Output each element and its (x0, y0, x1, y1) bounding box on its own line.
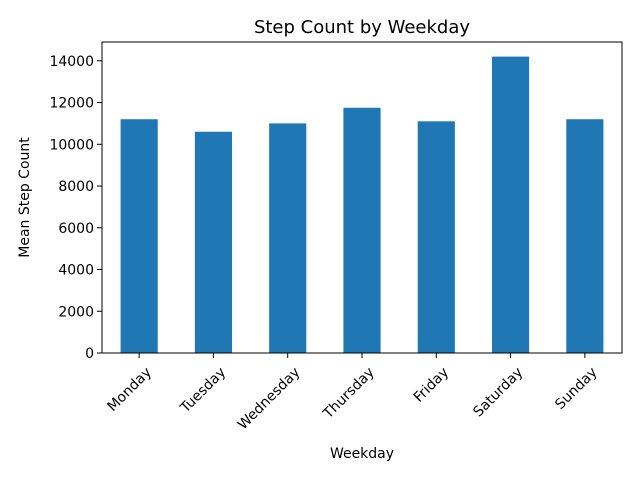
y-axis-label: Mean Step Count (17, 137, 33, 258)
x-tick-label-thursday: Thursday (320, 364, 378, 422)
bar-friday (417, 121, 455, 354)
y-tick-label-14000: 14000 (49, 54, 94, 70)
bar-monday (120, 119, 158, 354)
x-tick-label-monday: Monday (104, 364, 154, 414)
bar-saturday (492, 56, 530, 353)
bar-wednesday (269, 123, 307, 354)
y-tick-label-4000: 4000 (58, 263, 94, 279)
y-tick-label-0: 0 (85, 346, 94, 362)
bars-group (120, 56, 604, 354)
x-tick-label-tuesday: Tuesday (177, 364, 229, 416)
x-tick-label-wednesday: Wednesday (235, 364, 304, 433)
y-tick-label-2000: 2000 (58, 304, 94, 320)
bar-sunday (566, 119, 604, 354)
chart-title: Step Count by Weekday (254, 17, 470, 38)
x-tick-label-sunday: Sunday (552, 364, 600, 412)
bar-tuesday (194, 131, 232, 353)
y-tick-label-10000: 10000 (49, 137, 94, 153)
y-tick-label-6000: 6000 (58, 221, 94, 237)
bar-thursday (343, 107, 381, 353)
x-axis: Monday Tuesday Wednesday Thursday Friday Satu… (104, 353, 601, 433)
y-tick-label-12000: 12000 (49, 96, 94, 112)
x-tick-label-friday: Friday (411, 364, 452, 405)
y-tick-label-8000: 8000 (58, 179, 94, 195)
plot-frame (101, 41, 623, 354)
x-tick-label-saturday: Saturday (470, 364, 526, 420)
y-axis: 0 2000 4000 6000 8000 10000 12000 14000 (49, 54, 102, 362)
x-axis-label: Weekday (330, 446, 394, 462)
